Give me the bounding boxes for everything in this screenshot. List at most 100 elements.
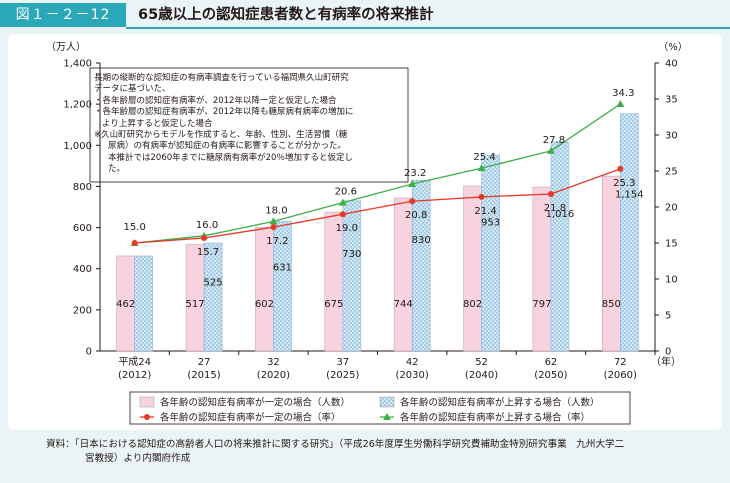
right-axis-tick-label: 10 [665, 275, 678, 286]
right-axis-tick-label: 5 [665, 311, 671, 322]
rising-rate-label: 16.0 [196, 220, 218, 231]
figure-number-label: 図１－２－12 [0, 3, 126, 27]
constant-rate-marker [478, 193, 485, 200]
right-axis-tick-label: 15 [665, 239, 678, 250]
constant-rate-marker [617, 165, 624, 172]
constant-rate-label: 20.8 [405, 210, 427, 221]
x-axis-unit: （年） [651, 355, 681, 368]
bar-rising-label: 953 [481, 218, 500, 229]
bar-constant-label: 675 [324, 299, 343, 310]
x-axis-tick-label: 52 [475, 357, 488, 368]
legend-swatch [144, 414, 150, 420]
x-axis-tick-sublabel: (2060) [604, 370, 637, 381]
note-line: た。 [108, 164, 126, 175]
x-axis-tick-sublabel: (2025) [326, 370, 359, 381]
bar-rising [411, 179, 431, 352]
bar-rising-label: 1,154 [615, 190, 644, 201]
left-axis-tick-label: 400 [73, 264, 92, 275]
bar-constant-label: 744 [394, 299, 413, 310]
line-constant-rate [134, 168, 621, 244]
right-axis-tick-label: 40 [665, 59, 678, 70]
bar-rising [481, 154, 500, 352]
rising-rate-marker [477, 164, 486, 172]
x-axis-tick-label: 62 [545, 357, 558, 368]
right-axis-unit: （%） [658, 41, 688, 53]
bar-constant-label: 802 [463, 299, 482, 310]
rising-rate-label: 18.0 [265, 205, 287, 216]
constant-rate-label: 17.2 [266, 236, 288, 247]
bar-rising [273, 220, 292, 352]
left-axis-tick-label: 200 [73, 305, 92, 316]
constant-rate-label: 19.0 [336, 223, 358, 234]
source-line-1: 資料：「日本における認知症の高齢者人口の将来推計に関する研究」（平成26年度厚生… [46, 439, 625, 450]
x-axis-tick-sublabel: (2050) [534, 370, 567, 381]
legend-label: 各年齢の認知症有病率が上昇する場合（人数） [400, 397, 600, 409]
line-rising-rate [134, 103, 621, 244]
legend-label: 各年齢の認知症有病率が上昇する場合（率） [400, 412, 590, 424]
right-axis-tick-label: 35 [665, 95, 678, 106]
bar-rising [203, 242, 223, 352]
x-axis-tick-label: 72 [614, 357, 627, 368]
constant-rate-marker [339, 211, 346, 218]
bar-rising-label: 830 [412, 235, 431, 246]
bar-rising-label: 631 [273, 263, 292, 274]
rising-rate-marker [616, 100, 625, 108]
right-axis-tick-label: 30 [665, 131, 678, 142]
note-line: 長期の縦断的な認知症の有病率調査を行っている福岡県久山町研究 [94, 73, 349, 83]
x-axis-tick-label: 42 [406, 357, 419, 368]
right-axis-tick-label: 20 [665, 203, 678, 214]
bar-rising [550, 141, 570, 352]
figure-title: 65歳以上の認知症患者数と有病率の将来推計 [138, 7, 434, 23]
bar-constant [185, 244, 205, 352]
legend-swatch [139, 396, 155, 408]
legend-swatch [379, 396, 395, 408]
x-axis-tick-sublabel: (2020) [257, 370, 290, 381]
bar-rising [134, 255, 153, 352]
rising-rate-marker [408, 179, 417, 187]
constant-rate-label: 15.7 [197, 247, 219, 258]
note-line: データに基づいた、 [94, 84, 171, 95]
x-axis-tick-label: 32 [267, 357, 280, 368]
bar-constant [602, 175, 621, 352]
legend-label: 各年齢の認知症有病率が一定の場合（人数） [160, 397, 350, 409]
note-line: ※久山町研究からモデルを作成すると、年齢、性別、生活習慣（糖 [94, 130, 348, 141]
note-line: 尿病）の有病率が認知症の有病率に影響することが分かった。 [108, 141, 347, 152]
note-box [89, 67, 409, 183]
constant-rate-marker [131, 240, 138, 246]
rising-rate-label: 27.8 [543, 135, 565, 146]
bar-rising-label: 525 [204, 278, 223, 289]
rising-rate-label: 25.4 [473, 152, 495, 163]
bar-rising-label: 730 [342, 249, 361, 260]
rising-rate-marker [338, 198, 347, 206]
constant-rate-label: 21.4 [474, 206, 496, 217]
right-axis-tick-label: 25 [665, 167, 678, 178]
x-axis-tick-sublabel: (2015) [187, 370, 220, 381]
bar-constant-label: 797 [532, 299, 551, 310]
left-axis-unit: （万人） [46, 41, 86, 53]
note-line: ・各年齢層の認知症有病率が、2012年以降も糖尿病有病率の増加に [94, 107, 354, 118]
left-axis-tick-label: 1,000 [63, 141, 92, 152]
legend-swatch [383, 413, 391, 420]
note-text: 長期の縦断的な認知症の有病率調査を行っている福岡県久山町研究 データに基づいた、… [94, 73, 354, 176]
rising-rate-marker [269, 217, 278, 225]
figure-header: 図１－２－12 65歳以上の認知症患者数と有病率の将来推計 [0, 0, 730, 30]
constant-rate-marker [201, 234, 208, 241]
bar-rising [620, 113, 639, 352]
bar-constant-label: 517 [186, 299, 205, 310]
x-axis-tick-label: 27 [198, 357, 211, 368]
note-line: 本推計では2060年までに糖尿病有病率が20％増加すると仮定し [108, 152, 353, 163]
rising-rate-marker [546, 146, 555, 154]
left-axis-tick-label: 800 [73, 182, 92, 193]
source-line-2: 宮教授）より内閣府作成 [85, 453, 191, 464]
header-rule [126, 27, 730, 29]
constant-rate-marker [409, 198, 416, 205]
rising-rate-label: 20.6 [335, 187, 357, 198]
right-axis-tick-label: 0 [665, 347, 671, 358]
note-line: ・各年齢層の認知症有病率が、2012年以降一定と仮定した場合 [94, 95, 337, 106]
left-axis-tick-label: 0 [86, 347, 92, 358]
legend-label: 各年齢の認知症有病率が一定の場合（率） [160, 412, 341, 424]
constant-rate-label: 25.3 [613, 178, 635, 189]
x-axis-tick-label: 平成24 [118, 356, 151, 368]
source-note: 資料：「日本における認知症の高齢者人口の将来推計に関する研究」（平成26年度厚生… [46, 438, 686, 466]
